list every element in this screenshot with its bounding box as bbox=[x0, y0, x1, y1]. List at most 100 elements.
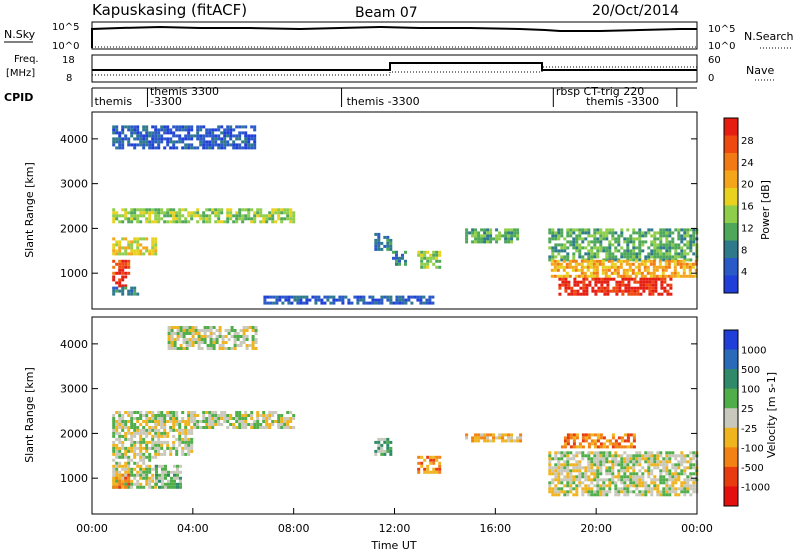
data-cell bbox=[371, 298, 375, 302]
data-cell bbox=[133, 131, 137, 135]
data-cell bbox=[623, 466, 627, 470]
data-cell bbox=[139, 482, 143, 486]
data-cell bbox=[386, 244, 390, 248]
data-cell bbox=[202, 143, 206, 147]
data-cell bbox=[589, 274, 593, 278]
data-cell bbox=[633, 292, 637, 296]
data-cell bbox=[613, 265, 617, 269]
data-cell bbox=[586, 268, 590, 272]
data-cell bbox=[221, 344, 225, 347]
data-cell bbox=[593, 255, 597, 259]
data-cell bbox=[691, 274, 695, 278]
data-cell bbox=[629, 484, 633, 488]
data-cell bbox=[238, 208, 242, 212]
data-cell bbox=[557, 472, 561, 476]
data-cell bbox=[597, 286, 601, 290]
data-cell bbox=[124, 437, 128, 441]
data-cell bbox=[668, 255, 672, 259]
data-cell bbox=[692, 484, 696, 488]
data-cell bbox=[133, 426, 137, 429]
data-cell bbox=[605, 484, 609, 488]
data-cell bbox=[602, 445, 606, 449]
data-cell bbox=[329, 301, 333, 305]
data-cell bbox=[151, 134, 155, 138]
velocity-ylabel: Slant Range [km] bbox=[23, 367, 36, 463]
data-cell bbox=[659, 228, 663, 232]
data-cell bbox=[235, 134, 239, 138]
data-cell bbox=[115, 131, 119, 135]
data-cell bbox=[417, 470, 421, 474]
data-cell bbox=[202, 417, 206, 420]
data-cell bbox=[241, 426, 245, 429]
data-cell bbox=[115, 262, 119, 266]
data-cell bbox=[565, 271, 569, 275]
data-cell bbox=[178, 214, 182, 218]
data-cell bbox=[121, 268, 125, 272]
data-cell bbox=[130, 246, 134, 250]
data-cell bbox=[615, 286, 619, 290]
data-cell bbox=[244, 423, 248, 426]
data-cell bbox=[638, 252, 642, 256]
data-cell bbox=[630, 286, 634, 290]
data-cell bbox=[148, 470, 152, 474]
data-cell bbox=[154, 140, 158, 144]
data-cell bbox=[486, 237, 490, 241]
data-cell bbox=[190, 443, 194, 447]
data-cell bbox=[648, 277, 652, 281]
data-cell bbox=[158, 485, 161, 489]
data-cell bbox=[254, 347, 258, 350]
data-cell bbox=[669, 286, 673, 290]
data-cell bbox=[389, 298, 393, 302]
data-cell bbox=[689, 493, 693, 497]
colorbar-tick-label: 16 bbox=[741, 202, 754, 213]
data-cell bbox=[580, 262, 584, 266]
data-cell bbox=[280, 420, 284, 423]
data-cell bbox=[680, 484, 684, 488]
data-cell bbox=[558, 277, 562, 281]
colorbar-swatch bbox=[724, 408, 738, 429]
data-cell bbox=[680, 481, 684, 485]
data-cell bbox=[118, 434, 122, 438]
data-cell bbox=[217, 208, 221, 212]
data-cell bbox=[620, 490, 624, 494]
data-cell bbox=[148, 452, 152, 456]
data-cell bbox=[634, 259, 638, 263]
data-cell bbox=[435, 253, 439, 257]
data-cell bbox=[217, 423, 221, 426]
data-cell bbox=[560, 469, 564, 473]
data-cell bbox=[647, 469, 651, 473]
data-cell bbox=[169, 428, 173, 432]
data-cell bbox=[655, 268, 659, 272]
data-cell bbox=[417, 455, 421, 459]
data-cell bbox=[211, 414, 215, 417]
data-cell bbox=[560, 481, 564, 485]
data-cell bbox=[245, 335, 249, 338]
data-cell bbox=[584, 439, 588, 443]
data-cell bbox=[637, 265, 641, 269]
data-cell bbox=[471, 234, 475, 238]
data-cell bbox=[163, 137, 167, 141]
data-cell bbox=[617, 237, 621, 241]
data-cell bbox=[179, 329, 183, 332]
data-cell bbox=[190, 146, 194, 150]
data-cell bbox=[656, 484, 660, 488]
data-cell bbox=[623, 469, 627, 473]
data-cell bbox=[584, 246, 588, 250]
data-cell bbox=[235, 125, 239, 129]
data-cell bbox=[644, 240, 648, 244]
data-cell bbox=[683, 472, 687, 476]
data-cell bbox=[593, 252, 597, 256]
data-cell bbox=[584, 228, 588, 232]
data-cell bbox=[124, 470, 128, 474]
data-cell bbox=[662, 228, 666, 232]
data-cell bbox=[623, 445, 627, 449]
data-cell bbox=[133, 446, 137, 450]
data-cell bbox=[163, 423, 167, 426]
data-cell bbox=[176, 338, 180, 341]
data-cell bbox=[668, 240, 672, 244]
data-cell bbox=[244, 137, 248, 141]
data-cell bbox=[625, 259, 629, 263]
data-cell bbox=[566, 451, 570, 455]
data-cell bbox=[184, 452, 188, 456]
data-cell bbox=[175, 134, 179, 138]
